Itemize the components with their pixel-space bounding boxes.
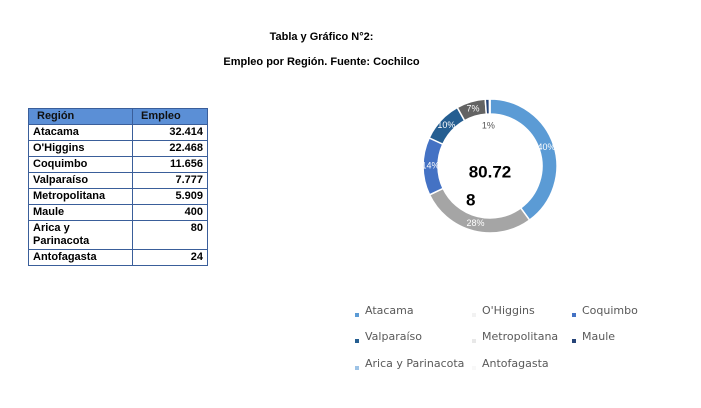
- legend-marker: [572, 313, 576, 317]
- table-cell: Arica y Parinacota: [28, 220, 133, 250]
- value-label: 10%: [437, 120, 455, 130]
- legend-marker: [355, 313, 359, 317]
- column-header: Región: [28, 108, 133, 125]
- legend-marker: [472, 339, 476, 343]
- center-label: 80.72: [469, 162, 512, 181]
- table-cell: Antofagasta: [28, 249, 133, 266]
- table: Región Empleo Atacama 32.414 O'Higgins 22.468…: [28, 108, 208, 266]
- donut-segment: [489, 98, 558, 222]
- subtitle: Empleo por Región. Fuente: Cochilco: [223, 56, 420, 68]
- legend-label: Arica y Parinacota: [365, 357, 464, 370]
- table-row: Coquimbo 11.656: [28, 156, 208, 173]
- legend-label: O'Higgins: [482, 304, 535, 317]
- legend-marker: [355, 366, 359, 370]
- legend-marker: [355, 339, 359, 343]
- legend-label: Metropolitana: [482, 330, 558, 343]
- title: Tabla y Gráfico N°2:: [269, 31, 374, 43]
- legend-marker: [572, 339, 576, 343]
- value-label: 40%: [538, 142, 556, 152]
- legend-label: Maule: [582, 330, 615, 343]
- legend-label: Atacama: [365, 304, 414, 317]
- table-row: Metropolitana 5.909: [28, 188, 208, 205]
- legend-label: Antofagasta: [482, 357, 549, 370]
- value-label: 28%: [466, 218, 484, 228]
- legend-label: Valparaíso: [365, 330, 422, 343]
- table-row: Arica y Parinacota 80: [28, 220, 208, 250]
- legend-marker: [472, 366, 476, 370]
- legend-marker: [472, 313, 476, 317]
- table-cell: 80: [132, 220, 208, 250]
- legend-label: Coquimbo: [582, 304, 638, 317]
- table-row: Antofagasta 24: [28, 249, 208, 266]
- value-label: 7%: [466, 103, 479, 113]
- table-cell: 24: [132, 249, 208, 266]
- value-label: 1%: [482, 120, 495, 130]
- center-label: 8: [466, 190, 475, 209]
- table-cell: Coquimbo: [28, 156, 133, 173]
- column-header: Empleo: [132, 108, 208, 125]
- value-label: 14%: [421, 161, 439, 171]
